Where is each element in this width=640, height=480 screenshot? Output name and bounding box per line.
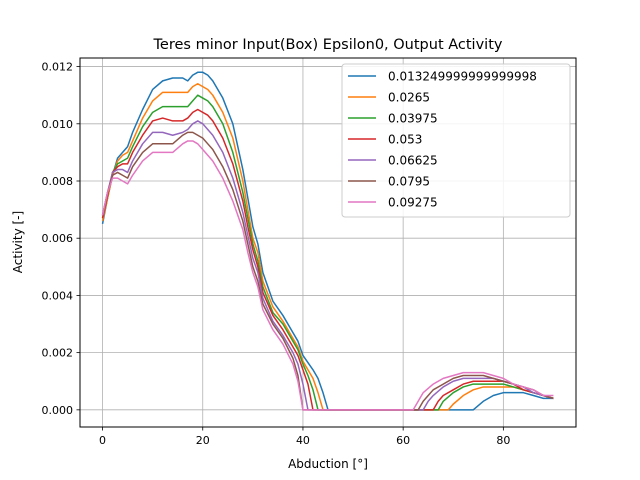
y-axis-label: Activity [-] (11, 211, 25, 273)
x-axis-ticks: 0 20 40 60 80 (99, 427, 510, 447)
legend-label: 0.0795 (388, 175, 430, 189)
y-axis-ticks: 0.000 0.002 0.004 0.006 0.008 0.010 0.012 (42, 61, 80, 417)
legend-label: 0.013249999999999998 (388, 70, 537, 84)
legend: 0.013249999999999998 0.0265 0.03975 0.053 0.… (341, 63, 571, 218)
legend-box (341, 63, 571, 218)
x-tick-label: 60 (396, 434, 410, 447)
y-tick-label: 0.010 (42, 118, 74, 131)
y-tick-label: 0.002 (42, 347, 74, 360)
x-tick-label: 80 (496, 434, 510, 447)
legend-label: 0.0265 (388, 91, 430, 105)
series-lines (101, 71, 554, 411)
series-line-5 (101, 120, 554, 411)
x-tick-label: 20 (196, 434, 210, 447)
legend-label: 0.06625 (388, 154, 438, 168)
legend-label: 0.09275 (388, 196, 438, 210)
y-tick-label: 0.008 (42, 175, 74, 188)
y-tick-label: 0.004 (42, 289, 74, 302)
series-line-2 (101, 82, 554, 411)
x-tick-label: 40 (296, 434, 310, 447)
legend-label: 0.03975 (388, 112, 438, 126)
plot-frame (79, 57, 577, 428)
y-tick-label: 0.006 (42, 232, 74, 245)
series-line-3 (101, 94, 554, 411)
y-tick-label: 0.012 (42, 61, 74, 74)
x-tick-label: 0 (99, 434, 106, 447)
x-axis-label: Abduction [°] (288, 457, 368, 471)
legend-label: 0.053 (388, 133, 422, 147)
series-line-1 (101, 71, 554, 411)
chart-title: Teres minor Input(Box) Epsilon0, Output … (153, 37, 503, 53)
series-line-4 (101, 108, 554, 411)
series-line-6 (101, 131, 554, 411)
series-line-7 (101, 140, 554, 411)
y-tick-label: 0.000 (42, 404, 74, 417)
